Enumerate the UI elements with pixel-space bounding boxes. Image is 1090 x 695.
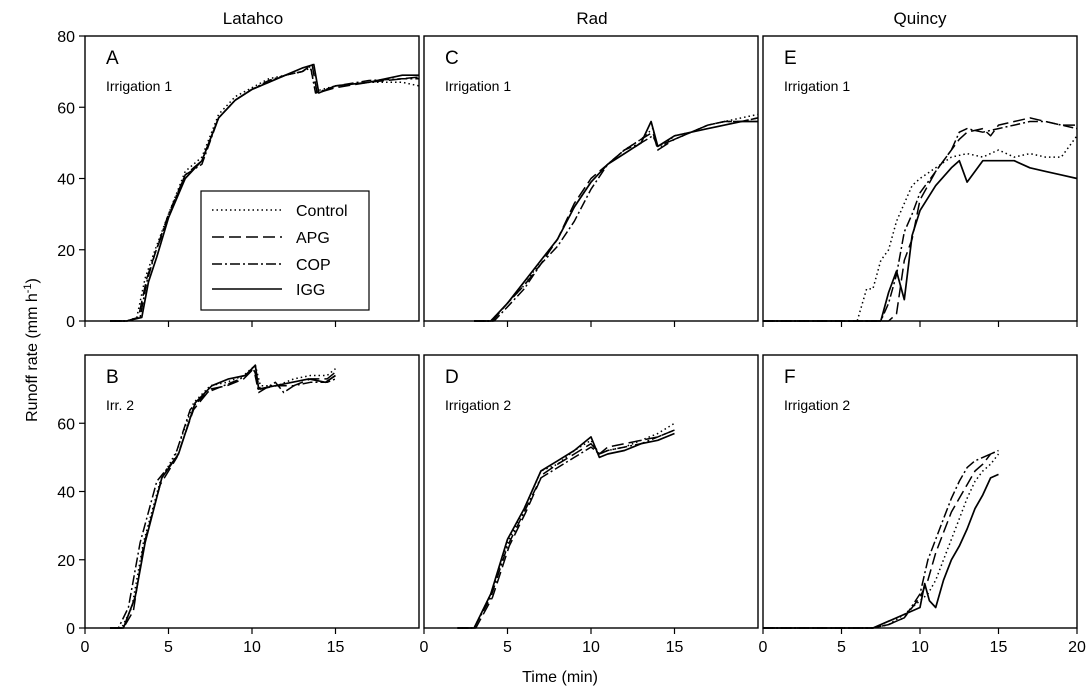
y-tick-label: 20 [57,553,75,570]
series-line-igg [110,364,336,629]
series-line-igg [110,63,419,322]
x-tick-label: 15 [990,639,1008,656]
series-line-control [474,113,759,322]
series-line-apg [457,429,675,629]
panel-letter: F [784,367,796,388]
series-line-cop [110,367,336,629]
y-tick-label: 40 [57,172,75,189]
series-line-apg [763,449,999,629]
panel-c: C Irrigation 1 [423,35,759,327]
series-line-control [763,135,1078,322]
panel-d-series [457,422,675,629]
x-tick-label: 5 [164,639,173,656]
y-tick-label: 80 [57,29,75,46]
legend-entry-control: Control [212,203,348,220]
column-title-quincy: Quincy [894,9,947,28]
x-tick-label: 5 [503,639,512,656]
legend-entry-cop: COP [212,257,331,274]
legend: Control APG COP IGG [200,190,370,311]
series-line-control [763,453,1000,629]
column-title-latahco: Latahco [223,9,284,28]
x-axis-title: Time (min) [522,669,598,686]
y-tick-label: 0 [66,314,75,331]
panel-label: Irrigation 1 [784,78,850,94]
panel-e: E Irrigation 1 [762,35,1078,327]
series-line-control [110,364,336,629]
y-axis-title-close: ) [24,278,41,283]
x-tick-label: 10 [911,639,929,656]
series-line-igg [763,159,1078,322]
panel-letter: C [445,48,459,69]
series-line-cop [763,120,1078,322]
legend-box [200,190,370,311]
panel-label: Irrigation 1 [106,78,172,94]
x-tick-label: 0 [81,639,90,656]
plot-frame [762,354,1078,629]
y-axis-title-sup: -1 [22,283,34,293]
series-line-cop [763,449,999,629]
column-title-rad: Rad [576,9,607,28]
panel-label: Irr. 2 [106,397,134,413]
panel-letter: B [106,367,119,388]
y-tick-label: 60 [57,416,75,433]
y-tick-label: 60 [57,100,75,117]
series-line-apg [110,367,336,629]
y-tick-label: 20 [57,243,75,260]
series-line-control [110,67,420,322]
series-line-igg [763,473,999,629]
series-line-igg [474,120,758,322]
x-tick-label: 10 [582,639,600,656]
x-tick-label: 5 [837,639,846,656]
panel-a-series [110,63,420,322]
legend-entry-apg: APG [212,230,330,247]
plot-frame [423,354,759,629]
legend-entry-igg: IGG [212,282,325,299]
legend-label-control: Control [296,203,348,220]
x-tick-label: 15 [327,639,345,656]
series-line-apg [474,117,759,322]
x-tick-label: 0 [759,639,768,656]
y-tick-label: 0 [66,621,75,638]
panel-letter: A [106,48,119,69]
series-line-cop [474,117,759,322]
x-tick-label: 0 [420,639,429,656]
series-line-igg [457,432,675,629]
series-line-cop [457,429,675,629]
panel-f-series [763,449,1000,629]
panel-f: F Irrigation 2 0 5 10 15 20 [759,354,1086,656]
panel-c-series [474,113,759,322]
y-axis-title-main: Runoff rate (mm h [24,293,41,422]
panel-letter: E [784,48,797,69]
legend-label-apg: APG [296,230,330,247]
legend-label-igg: IGG [296,282,325,299]
panel-e-series [763,117,1078,322]
panel-d: D Irrigation 2 0 5 10 15 [420,354,759,656]
series-line-apg [763,117,1077,322]
panel-letter: D [445,367,459,388]
panel-a: A Irrigation 1 0 20 40 60 80 [57,29,420,331]
x-tick-label: 10 [243,639,261,656]
y-axis-title: Runoff rate (mm h-1) [22,278,41,422]
panel-b: B Irr. 2 0 20 40 60 0 5 10 15 [57,354,420,656]
x-tick-label: 15 [666,639,684,656]
legend-label-cop: COP [296,257,331,274]
x-tick-label: 20 [1068,639,1086,656]
y-tick-label: 40 [57,485,75,502]
panel-label: Irrigation 1 [445,78,511,94]
panel-label: Irrigation 2 [784,397,850,413]
panel-label: Irrigation 2 [445,397,511,413]
panel-b-series [110,364,336,629]
